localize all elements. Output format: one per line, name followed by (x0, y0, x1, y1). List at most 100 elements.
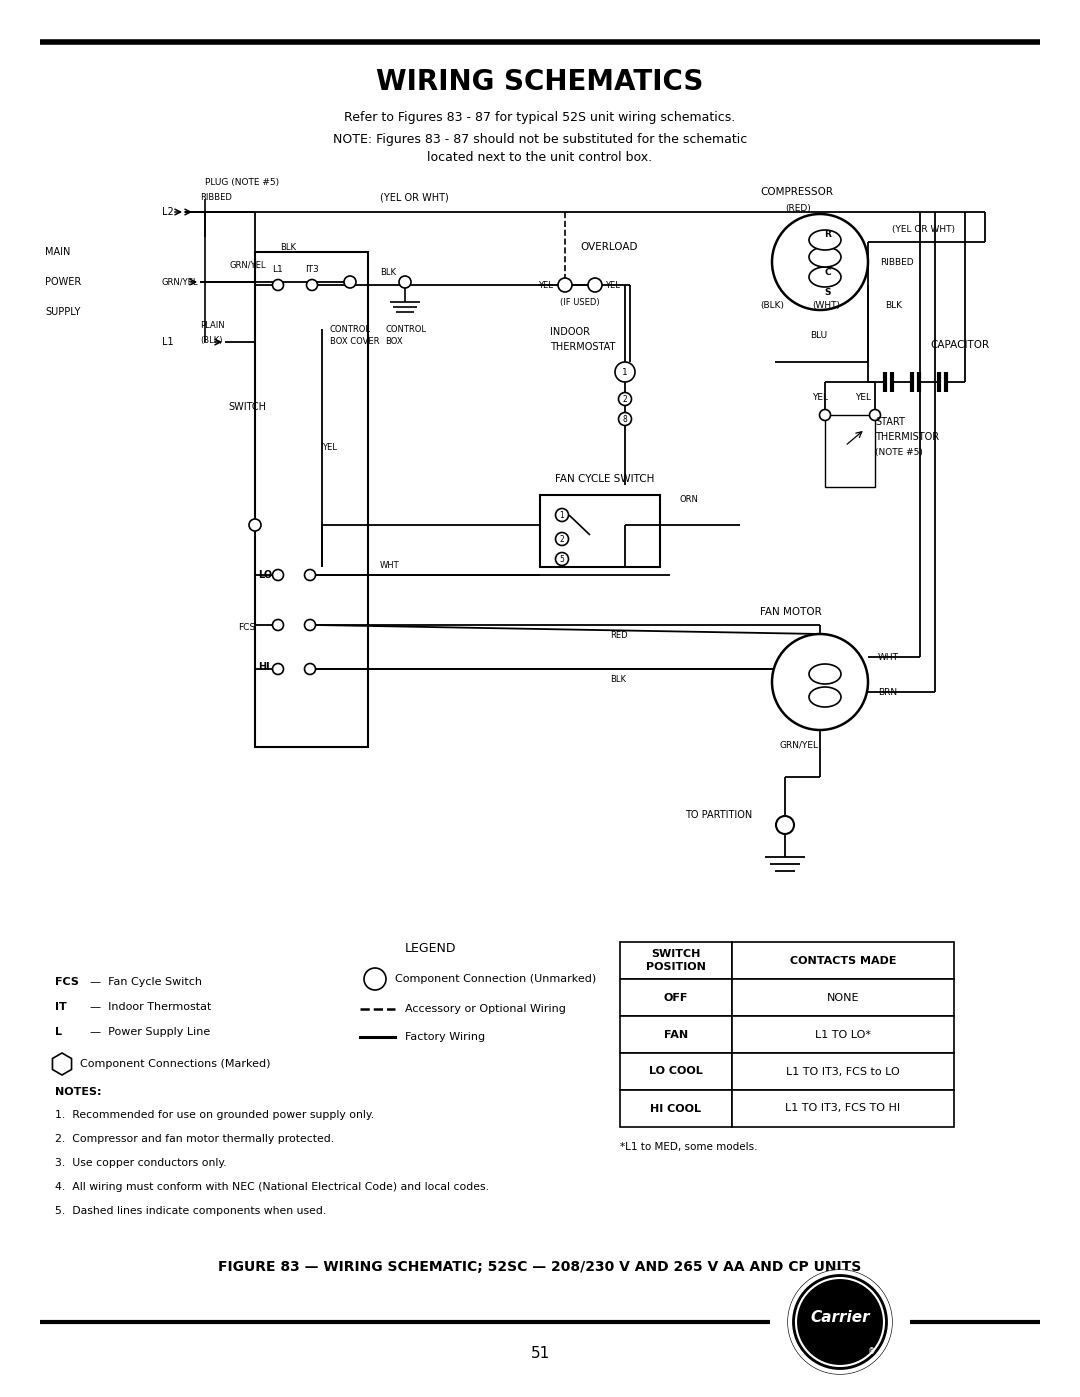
Text: —  Power Supply Line: — Power Supply Line (90, 1027, 211, 1037)
Text: BLU: BLU (810, 331, 827, 339)
Text: CAPACITOR: CAPACITOR (930, 339, 989, 351)
Text: NOTES:: NOTES: (55, 1087, 102, 1097)
Circle shape (555, 509, 568, 521)
Text: S: S (825, 288, 832, 296)
Text: CONTACTS MADE: CONTACTS MADE (789, 956, 896, 965)
Text: HI COOL: HI COOL (650, 1104, 702, 1113)
Text: —  Indoor Thermostat: — Indoor Thermostat (90, 1002, 212, 1011)
Text: 2: 2 (559, 535, 565, 543)
Text: MAIN: MAIN (45, 247, 70, 257)
Text: Refer to Figures 83 - 87 for typical 52S unit wiring schematics.: Refer to Figures 83 - 87 for typical 52S… (345, 110, 735, 123)
Text: YEL: YEL (322, 443, 337, 451)
Bar (620, 979, 732, 1016)
Text: 5: 5 (559, 555, 565, 563)
Text: FIGURE 83 — WIRING SCHEMATIC; 52SC — 208/230 V AND 265 V AA AND CP UNITS: FIGURE 83 — WIRING SCHEMATIC; 52SC — 208… (218, 1260, 862, 1274)
Text: CONTROL: CONTROL (330, 324, 372, 334)
Circle shape (305, 619, 315, 630)
Circle shape (399, 277, 411, 288)
Text: OVERLOAD: OVERLOAD (580, 242, 637, 251)
Text: BOX COVER: BOX COVER (330, 338, 379, 346)
Bar (732, 979, 954, 1016)
Text: (IF USED): (IF USED) (561, 298, 599, 306)
Circle shape (777, 816, 794, 834)
Text: 1: 1 (622, 367, 627, 377)
Text: FAN MOTOR: FAN MOTOR (760, 608, 822, 617)
Text: GRN/YEL: GRN/YEL (162, 278, 199, 286)
Text: Component Connections (Marked): Component Connections (Marked) (80, 1059, 270, 1069)
Text: YEL: YEL (855, 393, 870, 401)
Text: 8: 8 (623, 415, 627, 423)
Text: (YEL OR WHT): (YEL OR WHT) (380, 191, 449, 203)
Ellipse shape (809, 231, 841, 250)
Text: ®: ® (868, 1348, 876, 1356)
Circle shape (555, 552, 568, 566)
Circle shape (272, 570, 283, 581)
Text: POWER: POWER (45, 277, 81, 286)
Text: SUPPLY: SUPPLY (45, 307, 80, 317)
Circle shape (820, 409, 831, 420)
Ellipse shape (809, 687, 841, 707)
Text: L: L (55, 1027, 62, 1037)
Bar (732, 942, 954, 979)
Text: (WHT): (WHT) (812, 300, 840, 310)
Text: LO: LO (258, 570, 272, 580)
Circle shape (364, 968, 386, 990)
Text: L1: L1 (162, 337, 174, 346)
Circle shape (619, 412, 632, 426)
Text: ORN: ORN (680, 495, 699, 503)
Bar (732, 1053, 954, 1090)
Text: FAN: FAN (664, 1030, 688, 1039)
Circle shape (789, 1273, 890, 1372)
Text: BLK: BLK (610, 675, 626, 683)
Text: 2: 2 (623, 394, 627, 404)
Circle shape (305, 570, 315, 581)
Text: —  Fan Cycle Switch: — Fan Cycle Switch (90, 977, 202, 988)
Text: WHT: WHT (380, 560, 400, 570)
Bar (540, 495, 660, 567)
Text: WHT: WHT (878, 652, 899, 662)
Text: 1.  Recommended for use on grounded power supply only.: 1. Recommended for use on grounded power… (55, 1111, 374, 1120)
Text: 4.  All wiring must conform with NEC (National Electrical Code) and local codes.: 4. All wiring must conform with NEC (Nat… (55, 1182, 489, 1192)
Text: 3.  Use copper conductors only.: 3. Use copper conductors only. (55, 1158, 227, 1168)
Circle shape (869, 409, 880, 420)
Circle shape (307, 279, 318, 291)
Text: LO COOL: LO COOL (649, 1066, 703, 1077)
Ellipse shape (809, 267, 841, 286)
Circle shape (796, 1278, 885, 1366)
Ellipse shape (809, 247, 841, 267)
Text: RIBBED: RIBBED (880, 257, 914, 267)
Text: THERMISTOR: THERMISTOR (875, 432, 940, 441)
Text: GRN/YEL: GRN/YEL (780, 740, 819, 750)
Text: L1 TO IT3, FCS to LO: L1 TO IT3, FCS to LO (786, 1066, 900, 1077)
Text: IT: IT (55, 1002, 67, 1011)
Text: FCS: FCS (238, 623, 255, 631)
Text: HI: HI (258, 662, 270, 672)
Bar (620, 1016, 732, 1053)
Bar (620, 1090, 732, 1127)
Text: YEL: YEL (538, 281, 553, 289)
Text: 1: 1 (559, 510, 565, 520)
Text: Accessory or Optional Wiring: Accessory or Optional Wiring (405, 1004, 566, 1014)
Text: (BLK): (BLK) (200, 335, 222, 345)
Text: SWITCH: SWITCH (228, 402, 266, 412)
Text: THERMOSTAT: THERMOSTAT (550, 342, 616, 352)
Text: BLK: BLK (380, 267, 396, 277)
Text: 51: 51 (530, 1345, 550, 1361)
Text: GRN/YEL: GRN/YEL (230, 260, 267, 270)
Text: FCS: FCS (55, 977, 79, 988)
Text: *L1 to MED, some models.: *L1 to MED, some models. (620, 1141, 757, 1153)
Text: RIBBED: RIBBED (200, 193, 232, 201)
Text: OFF: OFF (664, 992, 688, 1003)
Circle shape (555, 532, 568, 545)
Bar (825, 415, 875, 488)
Text: BOX: BOX (384, 338, 403, 346)
Text: YEL: YEL (812, 393, 828, 401)
Text: BLK: BLK (885, 300, 902, 310)
Text: L2: L2 (162, 207, 174, 217)
Text: L1 TO IT3, FCS TO HI: L1 TO IT3, FCS TO HI (785, 1104, 901, 1113)
Circle shape (772, 634, 868, 731)
Bar (620, 1053, 732, 1090)
Text: PLUG (NOTE #5): PLUG (NOTE #5) (205, 177, 279, 187)
Circle shape (619, 393, 632, 405)
Circle shape (772, 214, 868, 310)
